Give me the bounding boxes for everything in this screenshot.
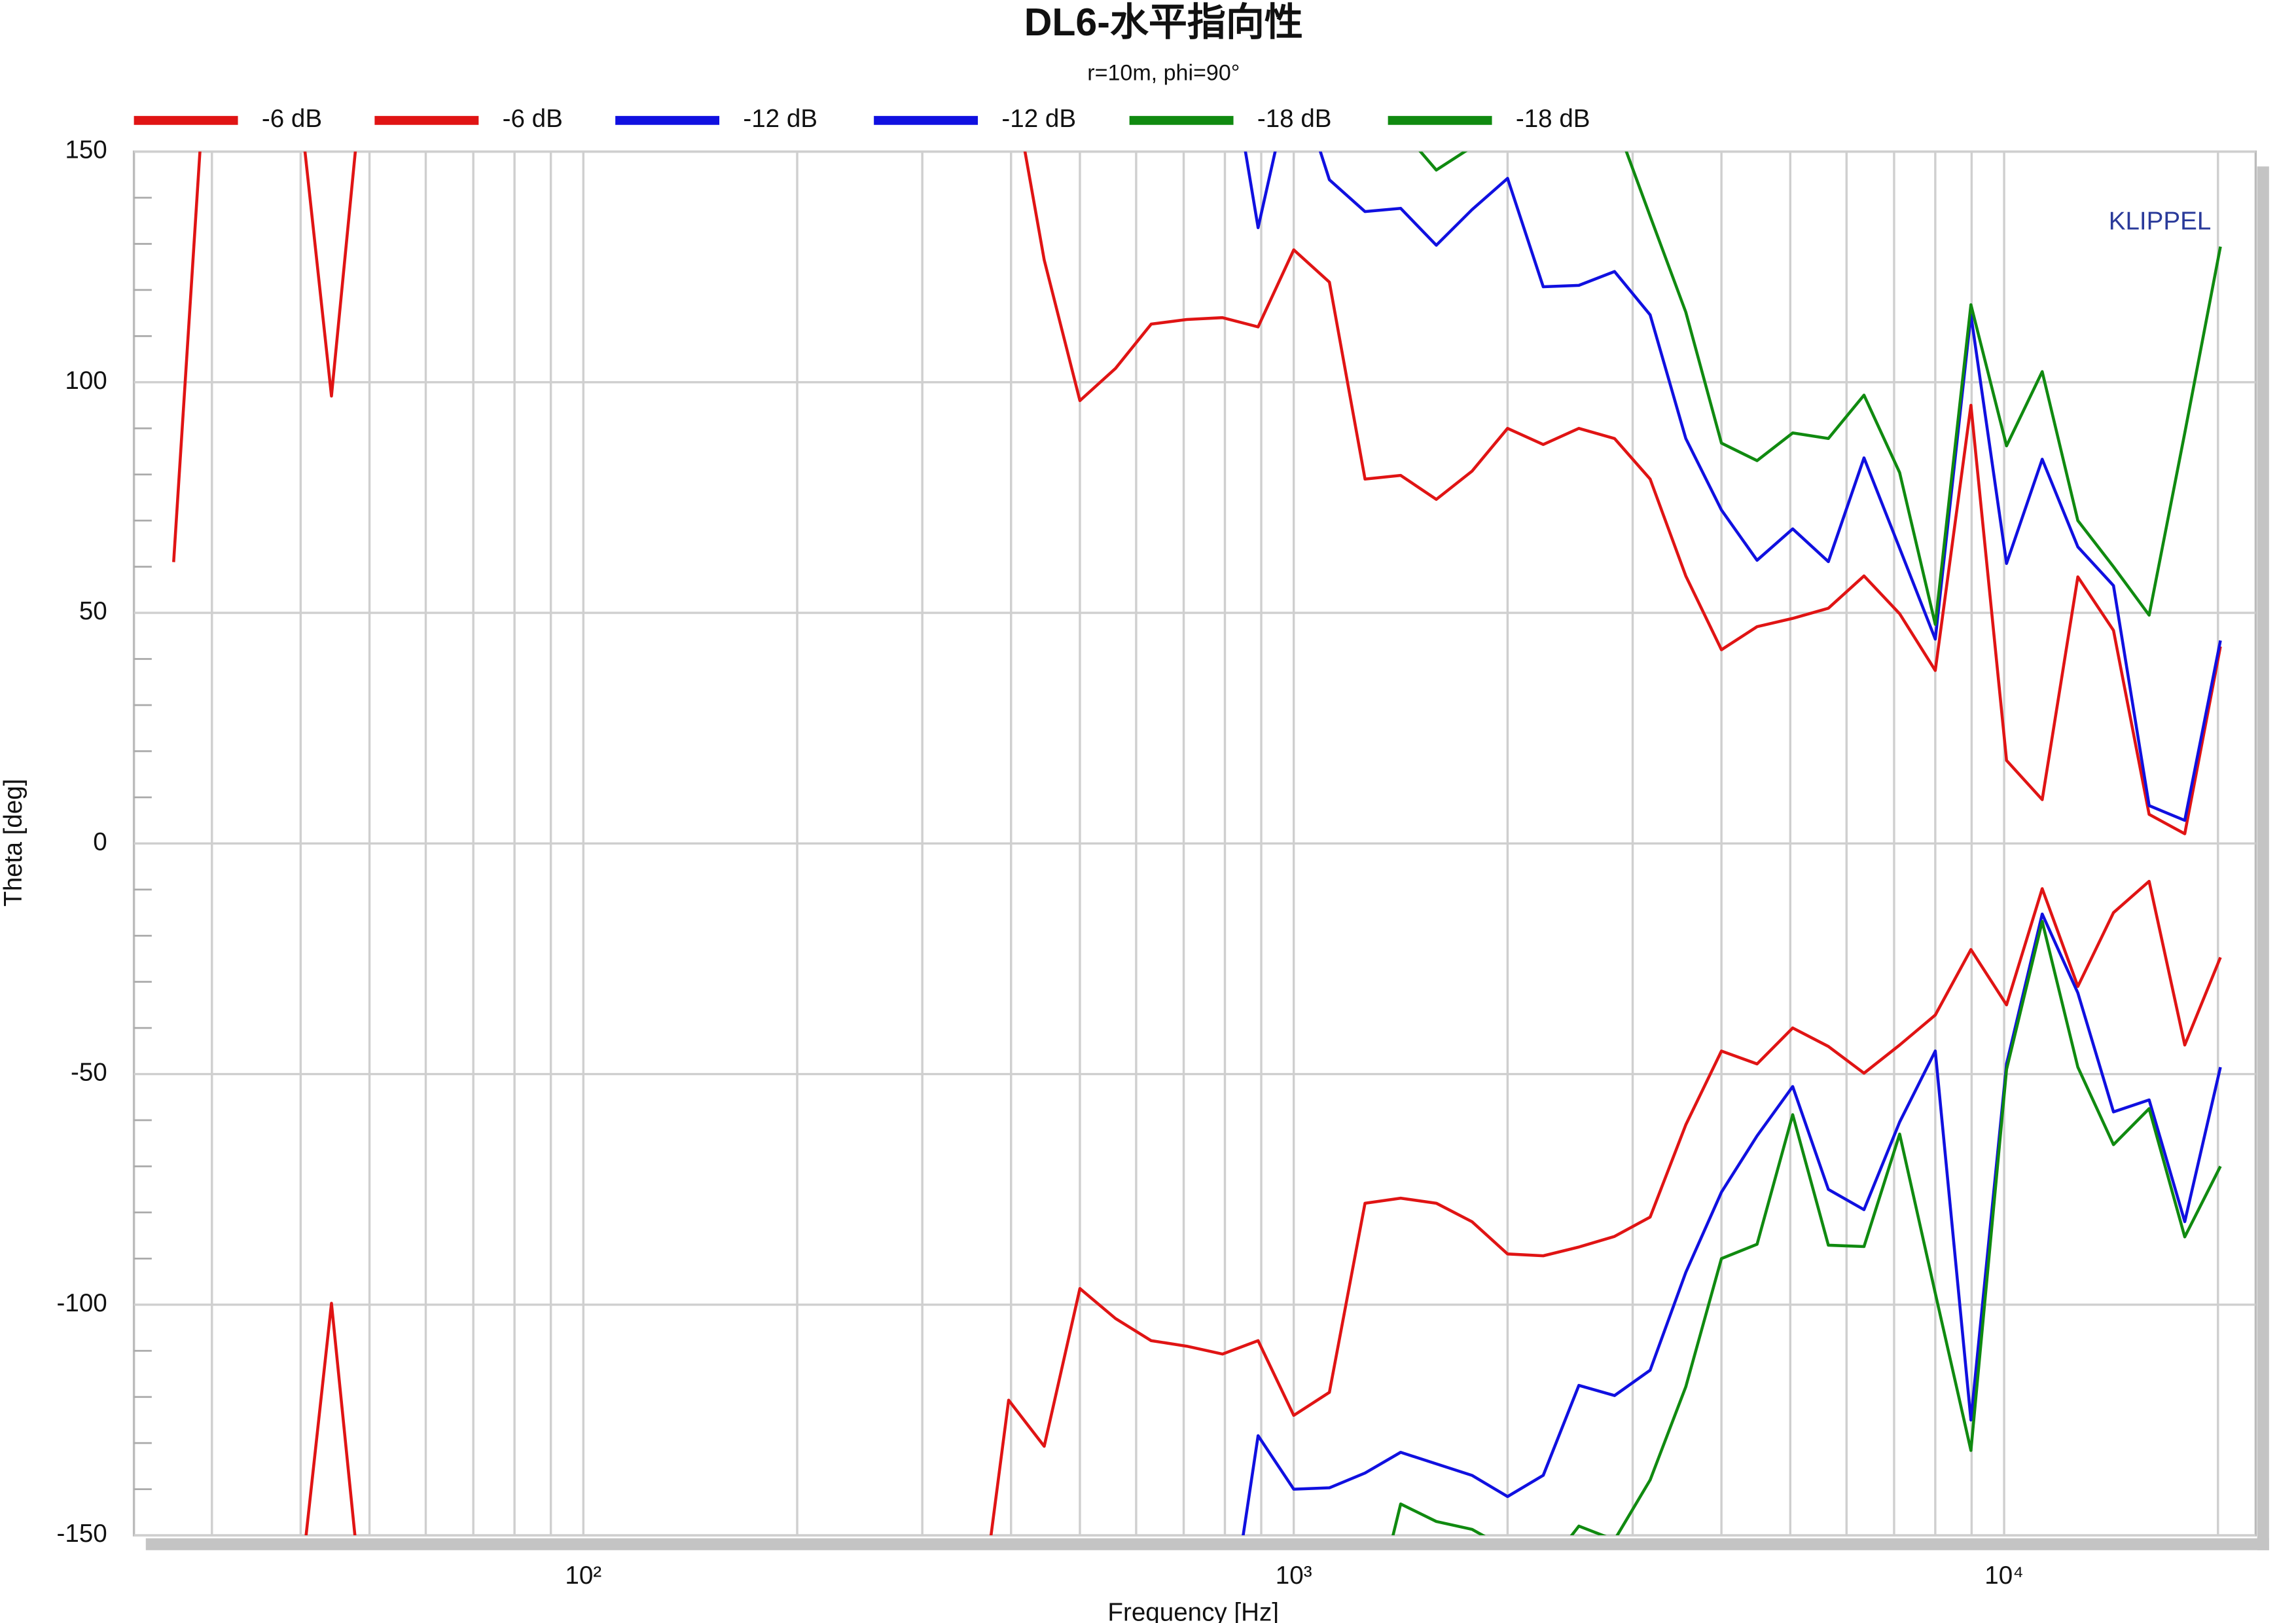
y-tick-label: 50 — [79, 597, 107, 625]
series-line — [304, 879, 2222, 1536]
y-tick-label: -150 — [57, 1520, 107, 1548]
series-line — [1418, 151, 2222, 626]
x-axis-label: Frequency [Hz] — [1107, 1599, 1279, 1623]
series-line — [1242, 912, 2222, 1536]
y-tick-label: 100 — [65, 367, 107, 395]
y-tick-label: 0 — [93, 828, 107, 856]
series-line — [172, 151, 2222, 835]
chart-title: DL6-水平指向性 — [1024, 1, 1303, 44]
legend-label: -12 dB — [743, 105, 817, 133]
legend-label: -18 dB — [1257, 105, 1332, 133]
frame-shadow — [2257, 166, 2269, 1550]
legend-label: -6 dB — [262, 105, 322, 133]
y-axis-label: Theta [deg] — [0, 779, 27, 907]
legend-label: -12 dB — [1001, 105, 1076, 133]
grid — [134, 150, 2256, 1537]
legend-label: -6 dB — [503, 105, 563, 133]
x-tick-label: 10² — [565, 1561, 601, 1590]
series-line — [1391, 920, 2222, 1536]
legend-label: -18 dB — [1516, 105, 1590, 133]
x-tick-label: 10³ — [1276, 1561, 1312, 1590]
y-tick-label: 150 — [65, 136, 107, 164]
y-tick-label: -50 — [71, 1059, 107, 1087]
annotation: KLIPPEL — [2109, 208, 2212, 236]
series-line — [1244, 151, 2222, 822]
y-tick-label: -100 — [57, 1289, 107, 1317]
frame-shadow — [145, 1538, 2269, 1550]
x-tick-label: 10⁴ — [1984, 1561, 2023, 1590]
chart-subtitle: r=10m, phi=90° — [1087, 61, 1240, 86]
plot-lines — [172, 151, 2222, 1536]
